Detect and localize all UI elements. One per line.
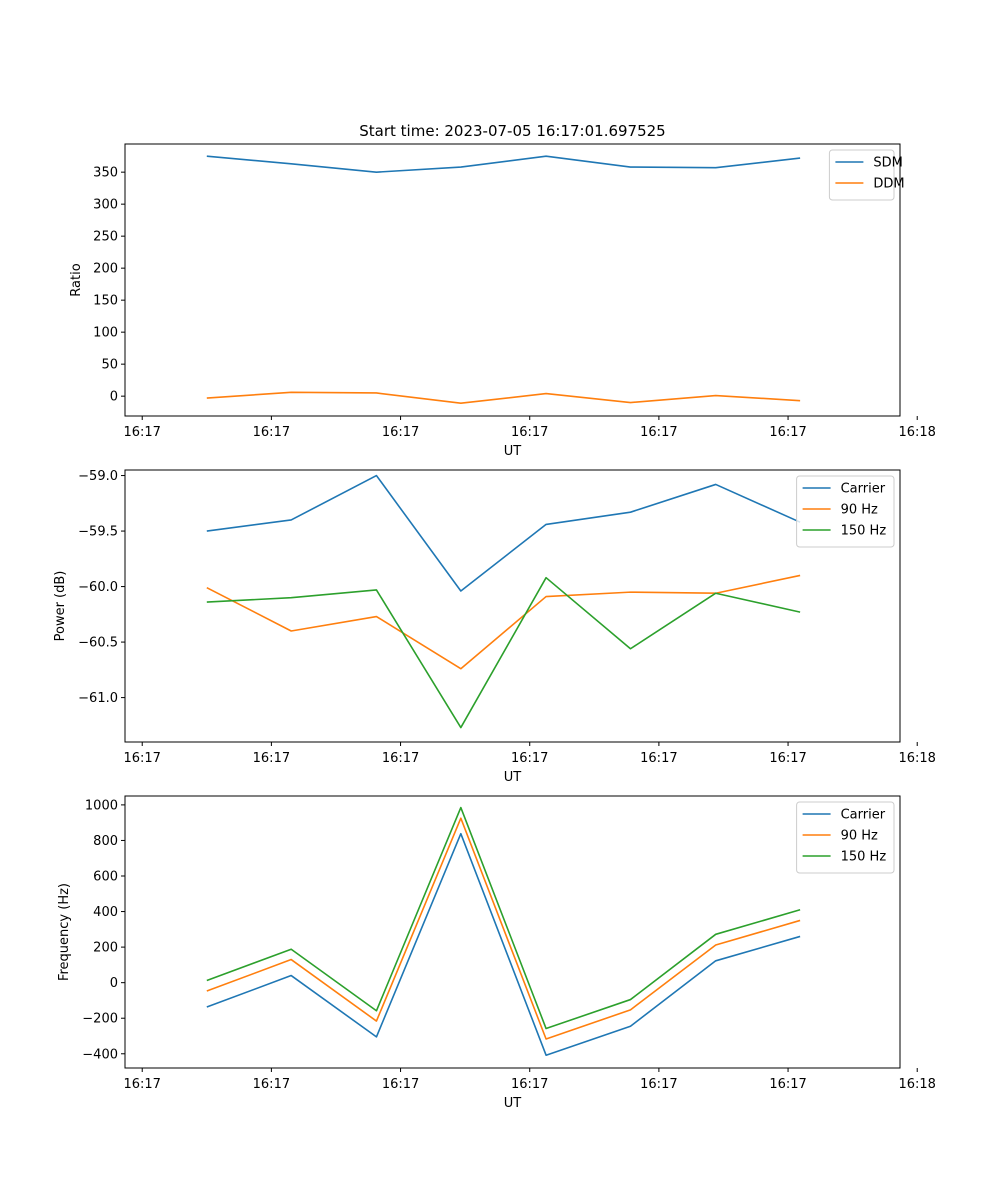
y-axis-label: Power (dB) xyxy=(53,571,68,642)
plot-area xyxy=(206,474,801,729)
y-tick-label: −61.0 xyxy=(78,691,118,706)
series-line-ddm xyxy=(206,391,801,405)
y-tick-label: 100 xyxy=(93,326,118,341)
x-tick-label: 16:17 xyxy=(382,1077,419,1092)
y-tick-label: 400 xyxy=(93,905,118,920)
y-tick-label: 350 xyxy=(93,166,118,181)
legend-label: DDM xyxy=(873,177,904,192)
x-tick-label: 16:17 xyxy=(382,425,419,440)
x-axis-label: UT xyxy=(504,1096,522,1111)
x-tick-label: 16:17 xyxy=(123,751,160,766)
x-tick-label: 16:18 xyxy=(898,425,935,440)
legend-label: 90 Hz xyxy=(841,829,878,844)
x-tick-label: 16:17 xyxy=(769,751,806,766)
plot-area xyxy=(206,155,801,405)
y-tick-label: −60.5 xyxy=(78,636,118,651)
legend-label: 90 Hz xyxy=(841,503,878,518)
x-tick-label: 16:17 xyxy=(253,751,290,766)
x-axis-label: UT xyxy=(504,770,522,785)
y-tick-label: 1000 xyxy=(85,798,118,813)
series-line-90-hz xyxy=(206,817,801,1040)
x-tick-label: 16:17 xyxy=(253,1077,290,1092)
axes-frame xyxy=(124,469,901,743)
x-tick-label: 16:18 xyxy=(898,1077,935,1092)
x-tick-label: 16:17 xyxy=(123,425,160,440)
series-line-90-hz xyxy=(206,574,801,670)
legend: Carrier 90 Hz 150 Hz xyxy=(796,801,895,874)
x-axis-label: UT xyxy=(504,444,522,459)
x-tick-label: 16:18 xyxy=(898,751,935,766)
y-tick-label: −59.5 xyxy=(78,525,118,540)
y-tick-label: −60.0 xyxy=(78,580,118,595)
legend-label: 150 Hz xyxy=(841,524,887,539)
x-tick-label: 16:17 xyxy=(769,1077,806,1092)
series-line-carrier xyxy=(206,832,801,1056)
x-tick-label: 16:17 xyxy=(769,425,806,440)
y-tick-label: 0 xyxy=(110,390,118,405)
x-tick-label: 16:17 xyxy=(511,425,548,440)
legend-label: Carrier xyxy=(841,482,886,497)
y-tick-label: 0 xyxy=(110,976,118,991)
y-tick-label: −59.0 xyxy=(78,469,118,484)
ratio-axes: 0 50 100 150 200 250 300 350 16:17 16:17 16:17 16:1… xyxy=(69,143,936,459)
legend-label: Carrier xyxy=(841,808,886,823)
legend: Carrier 90 Hz 150 Hz xyxy=(796,475,895,548)
y-tick-label: 250 xyxy=(93,230,118,245)
y-tick-label: 200 xyxy=(93,262,118,277)
y-tick-label: 600 xyxy=(93,870,118,885)
y-tick-label: 800 xyxy=(93,834,118,849)
y-tick-label: 300 xyxy=(93,198,118,213)
legend-label: 150 Hz xyxy=(841,850,887,865)
x-tick-label: 16:17 xyxy=(511,751,548,766)
figure-title: Start time: 2023-07-05 16:17:01.697525 xyxy=(359,122,665,140)
x-tick-label: 16:17 xyxy=(253,425,290,440)
legend: SDM DDM xyxy=(828,149,905,201)
series-line-sdm xyxy=(206,155,801,173)
x-tick-label: 16:17 xyxy=(123,1077,160,1092)
axes-frame xyxy=(124,795,901,1069)
x-tick-label: 16:17 xyxy=(382,751,419,766)
legend-label: SDM xyxy=(873,156,902,171)
y-axis-label: Frequency (Hz) xyxy=(57,883,72,981)
series-line-150-hz xyxy=(206,576,801,729)
y-tick-label: −400 xyxy=(82,1047,118,1062)
power-axes: −61.0 −60.5 −60.0 −59.5 −59.0 16:17 16:17 16:17… xyxy=(53,469,936,785)
y-tick-label: 200 xyxy=(93,941,118,956)
x-tick-label: 16:17 xyxy=(640,1077,677,1092)
y-tick-label: 150 xyxy=(93,294,118,309)
series-line-carrier xyxy=(206,474,801,592)
series-line-150-hz xyxy=(206,806,801,1030)
axes-frame xyxy=(124,143,901,417)
x-tick-label: 16:17 xyxy=(640,751,677,766)
y-tick-label: −200 xyxy=(82,1012,118,1027)
x-tick-label: 16:17 xyxy=(640,425,677,440)
y-tick-label: 50 xyxy=(101,358,118,373)
x-tick-label: 16:17 xyxy=(511,1077,548,1092)
y-axis-label: Ratio xyxy=(69,263,84,296)
plot-area xyxy=(206,806,801,1056)
frequency-axes: −400 −200 0 200 400 600 800 1000 16:17 16:17 16:17… xyxy=(57,795,936,1111)
